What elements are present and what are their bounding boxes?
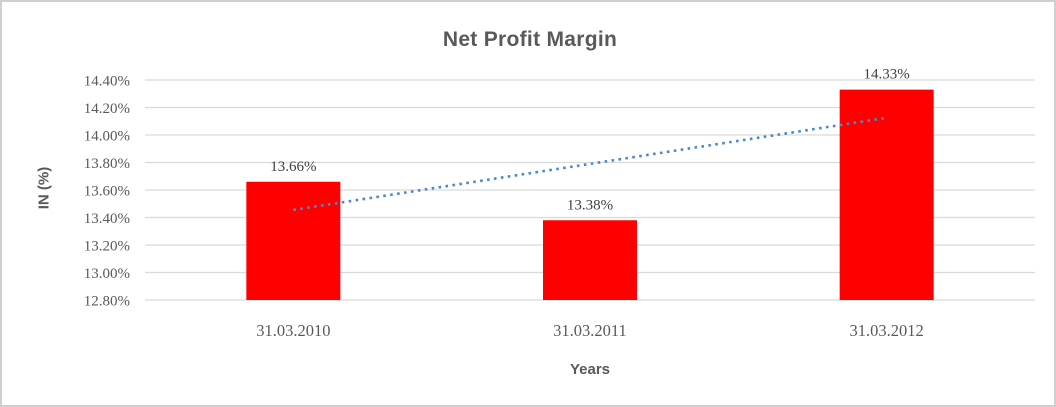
- y-tick-label: 14.00%: [84, 129, 130, 145]
- y-tick-label: 13.20%: [84, 239, 130, 255]
- trendline: [293, 116, 887, 212]
- y-tick-label: 13.80%: [84, 156, 130, 172]
- x-axis-title: Years: [569, 361, 611, 378]
- x-category-label: 31.03.2012: [850, 321, 924, 340]
- y-tick-label: 13.60%: [84, 184, 130, 200]
- y-tick-label: 14.20%: [84, 101, 130, 117]
- bar-data-label: 13.66%: [270, 159, 316, 175]
- x-category-label: 31.03.2011: [553, 321, 627, 340]
- bar-data-label: 14.33%: [864, 67, 910, 83]
- bar: [839, 89, 934, 300]
- bar-data-label: 13.38%: [567, 197, 613, 213]
- chart-title: Net Profit Margin: [442, 28, 618, 51]
- bar: [246, 181, 341, 300]
- y-tick-label: 13.00%: [84, 266, 130, 282]
- y-tick-label: 12.80%: [84, 294, 130, 310]
- y-tick-label: 14.40%: [84, 74, 130, 90]
- y-tick-label: 13.40%: [84, 211, 130, 227]
- bar: [543, 220, 637, 300]
- x-category-label: 31.03.2010: [256, 321, 330, 340]
